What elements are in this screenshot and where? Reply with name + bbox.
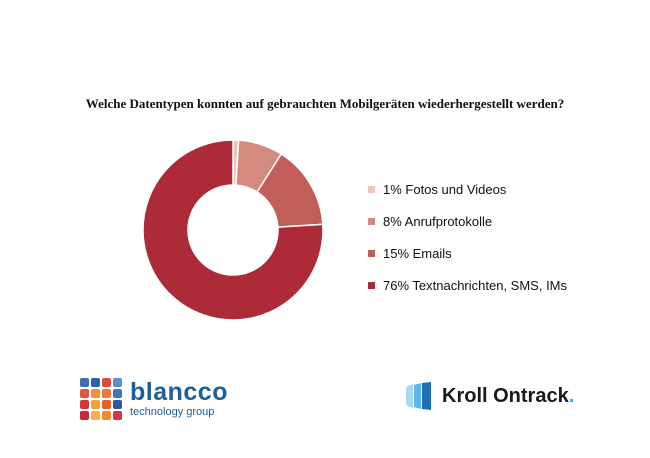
blancco-logo-dot — [102, 411, 111, 420]
blancco-logo-tagline: technology group — [130, 406, 215, 418]
chart-legend: 1% Fotos und Videos 8% Anrufprotokolle 1… — [368, 173, 567, 301]
kroll-ontrack-logo-name: Kroll Ontrack. — [442, 384, 575, 407]
chart-title: Welche Datentypen konnten auf gebrauchte… — [85, 96, 565, 111]
kroll-ontrack-logo-icon — [406, 382, 431, 410]
legend-label: 76% Textnachrichten, SMS, IMs — [383, 277, 568, 293]
blancco-logo-name: blancco — [130, 378, 228, 406]
blancco-logo-dot — [80, 400, 89, 409]
legend-label: 1% Fotos und Videos — [383, 181, 507, 197]
blancco-logo-dot — [102, 378, 111, 387]
blancco-logo-dot — [113, 411, 122, 420]
legend-swatch — [368, 281, 375, 289]
blancco-logo-dot — [102, 400, 111, 409]
kroll-ontrack-logo: Kroll Ontrack. — [404, 382, 574, 410]
legend-label: 8% Anrufprotokolle — [383, 213, 493, 229]
legend-swatch — [368, 249, 375, 257]
blancco-logo-dot — [91, 400, 100, 409]
blancco-logo-dot — [80, 389, 89, 398]
legend-label: 15% Emails — [383, 245, 452, 261]
blancco-logo-dot — [113, 400, 122, 409]
blancco-logo-dot — [80, 411, 89, 420]
legend-item-textnachrichten: 76% Textnachrichten, SMS, IMs — [368, 269, 567, 301]
blancco-logo-dot — [113, 389, 122, 398]
legend-item-emails: 15% Emails — [368, 237, 567, 269]
blancco-logo-dot — [91, 411, 100, 420]
blancco-logo-dot — [80, 378, 89, 387]
blancco-logo-dot — [102, 389, 111, 398]
blancco-logo-dot — [91, 389, 100, 398]
legend-swatch — [368, 217, 375, 225]
legend-swatch — [368, 185, 375, 193]
blancco-logo: blancco technology group — [80, 378, 228, 420]
blancco-logo-dot — [113, 378, 122, 387]
blancco-logo-icon — [80, 378, 122, 420]
legend-item-anrufprotokolle: 8% Anrufprotokolle — [368, 205, 567, 237]
pie-slice-3 — [142, 139, 324, 321]
legend-item-fotos: 1% Fotos und Videos — [368, 173, 567, 205]
blancco-logo-dot — [91, 378, 100, 387]
